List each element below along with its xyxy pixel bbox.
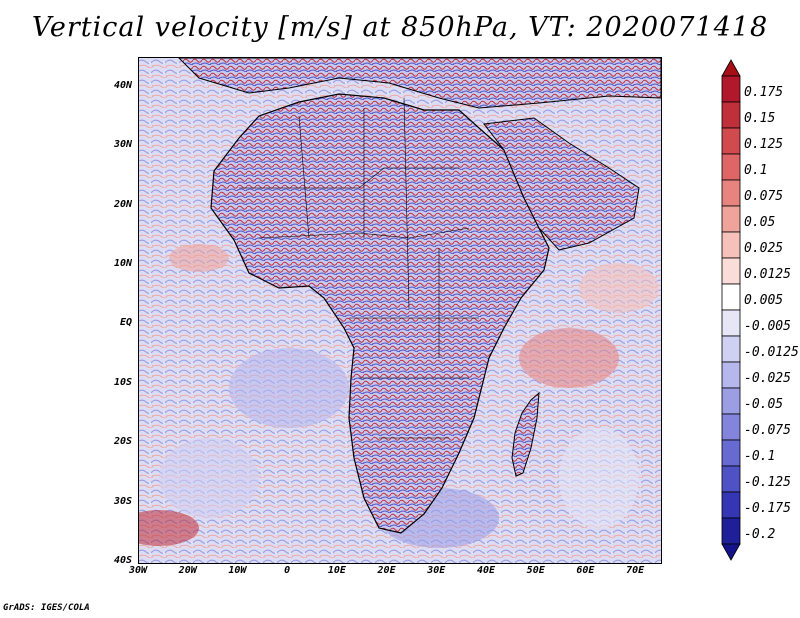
colorbar-segment xyxy=(721,517,741,545)
colorbar-segment xyxy=(721,387,741,415)
colorbar-segment xyxy=(721,465,741,493)
lat-tick-label: 20S xyxy=(113,436,132,448)
colorbar-segment xyxy=(721,75,741,103)
lat-tick-label: 20N xyxy=(113,198,132,210)
colorbar-label: -0.075 xyxy=(744,423,791,438)
colorbar-label: -0.175 xyxy=(744,501,791,516)
anomaly-patch xyxy=(159,438,259,518)
lon-tick-label: 20E xyxy=(377,565,396,576)
lat-tick-label: 40S xyxy=(113,555,132,566)
lon-tick-label: 30E xyxy=(427,565,446,576)
colorbar-label: 0.05 xyxy=(744,215,776,230)
anomaly-patch xyxy=(579,263,659,313)
colorbar-label: 0.175 xyxy=(744,85,784,100)
colorbar-label: 0.125 xyxy=(744,137,784,152)
lon-tick-label: 70E xyxy=(626,565,645,576)
colorbar-segment xyxy=(721,439,741,467)
lat-tick-label: EQ xyxy=(119,317,132,329)
lat-tick-label: 10S xyxy=(113,376,132,388)
colorbar-segment xyxy=(721,231,741,259)
anomaly-patch xyxy=(169,244,229,272)
colorbar-label: 0.005 xyxy=(744,293,784,308)
colorbar-segment xyxy=(721,335,741,363)
colorbar-label: -0.1 xyxy=(744,449,776,464)
colorbar-label: -0.125 xyxy=(744,475,791,490)
lon-tick-label: 10E xyxy=(327,565,346,576)
colorbar-label: -0.0125 xyxy=(744,345,799,360)
colorbar-label: 0.075 xyxy=(744,189,784,204)
map-panel xyxy=(138,57,662,564)
colorbar-top-extension xyxy=(721,59,741,77)
anomaly-patch xyxy=(229,348,349,428)
colorbar-segment xyxy=(721,205,741,233)
europe-coastline xyxy=(178,58,661,109)
colorbar-label: -0.005 xyxy=(744,319,791,334)
colorbar-label: 0.025 xyxy=(744,241,784,256)
madagascar-coastline xyxy=(511,391,540,477)
anomaly-patch xyxy=(139,510,199,546)
colorbar xyxy=(721,59,741,561)
lon-tick-label: 20W xyxy=(178,565,197,576)
country-borders xyxy=(239,97,479,439)
lat-tick-label: 40N xyxy=(113,79,132,91)
colorbar-label: -0.05 xyxy=(744,397,784,412)
colorbar-segment xyxy=(721,101,741,129)
lon-tick-label: 50E xyxy=(526,565,545,576)
colorbar-segment xyxy=(721,127,741,155)
lat-tick-label: 10N xyxy=(113,257,132,269)
colorbar-label: -0.2 xyxy=(744,527,776,542)
lon-tick-label: 0 xyxy=(284,565,291,576)
colorbar-bottom-extension xyxy=(721,543,741,561)
colorbar-segment xyxy=(721,413,741,441)
anomaly-patch xyxy=(519,328,619,388)
lon-tick-label: 60E xyxy=(576,565,595,576)
colorbar-segment xyxy=(721,361,741,389)
colorbar-segment xyxy=(721,491,741,519)
anomaly-patch xyxy=(559,428,639,528)
africa-coastline xyxy=(210,93,550,534)
colorbar-label: -0.025 xyxy=(744,371,791,386)
lon-tick-label: 40E xyxy=(476,565,496,576)
chart-title: Vertical velocity [m/s] at 850hPa, VT: 2… xyxy=(31,12,769,43)
colorbar-label: 0.0125 xyxy=(744,267,791,282)
arabia-coastline xyxy=(483,117,640,251)
colorbar-segment xyxy=(721,309,741,337)
lon-tick-label: 10W xyxy=(228,565,247,576)
lon-tick-label: 30W xyxy=(128,565,148,576)
vertical-velocity-field xyxy=(139,58,661,563)
lat-tick-label: 30N xyxy=(113,139,132,151)
colorbar-segment xyxy=(721,153,741,181)
colorbar-label: 0.15 xyxy=(744,111,776,126)
colorbar-segment xyxy=(721,283,741,311)
colorbar-segment xyxy=(721,179,741,207)
grads-credit: GrADS: IGES/COLA xyxy=(3,603,90,613)
colorbar-label: 0.1 xyxy=(744,163,768,178)
colorbar-segment xyxy=(721,257,741,285)
lat-tick-label: 30S xyxy=(113,495,132,507)
